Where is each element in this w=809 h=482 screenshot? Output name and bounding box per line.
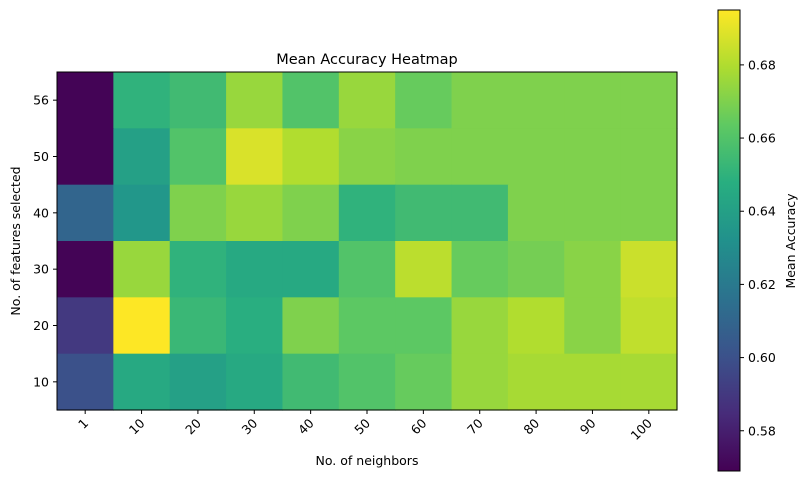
heatmap-cell (507, 353, 565, 411)
heatmap-cell (338, 184, 396, 242)
heatmap-cell (507, 72, 565, 129)
heatmap-cell (226, 72, 284, 129)
heatmap-cell (620, 241, 678, 298)
heatmap-cell (395, 184, 453, 242)
heatmap-cell (564, 128, 622, 186)
heatmap-cell (57, 128, 114, 186)
heatmap-cell (57, 353, 114, 411)
colorbar-ticks: 0.58 0.60 0.62 0.64 0.66 0.68 (740, 57, 776, 438)
colorbar-tick-label: 0.66 (748, 131, 776, 146)
y-axis-ticks: 56 50 40 30 20 10 (33, 93, 57, 389)
heatmap-cell (226, 241, 284, 298)
heatmap-cell (113, 297, 171, 355)
x-axis-ticks: 1 10 20 30 40 50 60 70 80 90 100 (75, 410, 655, 443)
heatmap-cell (395, 353, 453, 411)
colorbar-tick-label: 0.60 (748, 350, 776, 365)
colorbar-tick-label: 0.64 (748, 204, 776, 219)
heatmap-cell (451, 128, 509, 186)
heatmap-cell (338, 72, 396, 129)
heatmap-cell (507, 184, 565, 242)
heatmap-cell (169, 241, 227, 298)
heatmap-cell (564, 72, 622, 129)
heatmap-cell (451, 72, 509, 129)
heatmap-cell (113, 72, 171, 129)
heatmap-cell (395, 128, 453, 186)
heatmap-cell (57, 72, 114, 129)
heatmap-cell (507, 297, 565, 355)
heatmap-cell (282, 241, 340, 298)
colorbar-label: Mean Accuracy (783, 193, 798, 289)
x-tick-label: 50 (351, 415, 373, 437)
y-tick-label: 40 (33, 205, 49, 220)
x-tick-label: 20 (182, 415, 204, 437)
heatmap-cell (169, 184, 227, 242)
heatmap-cell (113, 128, 171, 186)
colorbar-tick-label: 0.58 (748, 423, 776, 438)
heatmap-cell (564, 184, 622, 242)
heatmap-cell (57, 184, 114, 242)
heatmap-cell (169, 297, 227, 355)
heatmap-cell (338, 241, 396, 298)
heatmap-cell (620, 297, 678, 355)
heatmap-cell (620, 128, 678, 186)
heatmap-cell (564, 241, 622, 298)
heatmap-cell (507, 128, 565, 186)
x-tick-label: 80 (520, 415, 542, 437)
y-tick-label: 10 (33, 374, 49, 389)
heatmap-cell (169, 128, 227, 186)
heatmap-cell (620, 184, 678, 242)
heatmap-cell (395, 241, 453, 298)
heatmap-cell (395, 72, 453, 129)
x-tick-label: 10 (126, 415, 148, 437)
heatmap-cell (282, 72, 340, 129)
heatmap-cell (226, 184, 284, 242)
heatmap-cell (451, 297, 509, 355)
x-tick-label: 70 (464, 415, 486, 437)
heatmap-cell (338, 297, 396, 355)
heatmap-cell (226, 128, 284, 186)
y-axis-label: No. of features selected (8, 166, 23, 315)
heatmap-cell (57, 241, 114, 298)
heatmap-cell (338, 128, 396, 186)
y-tick-label: 56 (33, 93, 49, 108)
heatmap-cell (620, 72, 678, 129)
heatmap-cell (282, 297, 340, 355)
heatmap-cell (113, 353, 171, 411)
heatmap-cell (451, 241, 509, 298)
colorbar-tick-label: 0.68 (748, 57, 776, 72)
x-tick-label: 40 (295, 415, 317, 437)
x-tick-label: 60 (408, 415, 430, 437)
x-tick-label: 100 (627, 415, 655, 443)
heatmap-cell (226, 353, 284, 411)
y-tick-label: 20 (33, 318, 49, 333)
heatmap-cell (169, 353, 227, 411)
heatmap-cell (564, 297, 622, 355)
x-tick-label: 30 (239, 415, 261, 437)
colorbar-tick-label: 0.62 (748, 277, 776, 292)
heatmap-cell (620, 353, 678, 411)
heatmap-cells (57, 72, 678, 411)
heatmap-cell (282, 184, 340, 242)
x-tick-label: 90 (577, 415, 599, 437)
heatmap-cell (451, 353, 509, 411)
x-axis-label: No. of neighbors (316, 453, 419, 468)
y-tick-label: 30 (33, 262, 49, 277)
heatmap-cell (113, 184, 171, 242)
heatmap-cell (169, 72, 227, 129)
heatmap-cell (507, 241, 565, 298)
heatmap-cell (57, 297, 114, 355)
heatmap-cell (226, 297, 284, 355)
heatmap-cell (564, 353, 622, 411)
chart-title: Mean Accuracy Heatmap (276, 52, 458, 68)
heatmap-cell (282, 353, 340, 411)
heatmap-cell (451, 184, 509, 242)
y-tick-label: 50 (33, 149, 49, 164)
heatmap-cell (395, 297, 453, 355)
colorbar (717, 9, 741, 472)
heatmap-cell (113, 241, 171, 298)
x-tick-label: 1 (75, 416, 91, 432)
heatmap-cell (338, 353, 396, 411)
heatmap-cell (282, 128, 340, 186)
